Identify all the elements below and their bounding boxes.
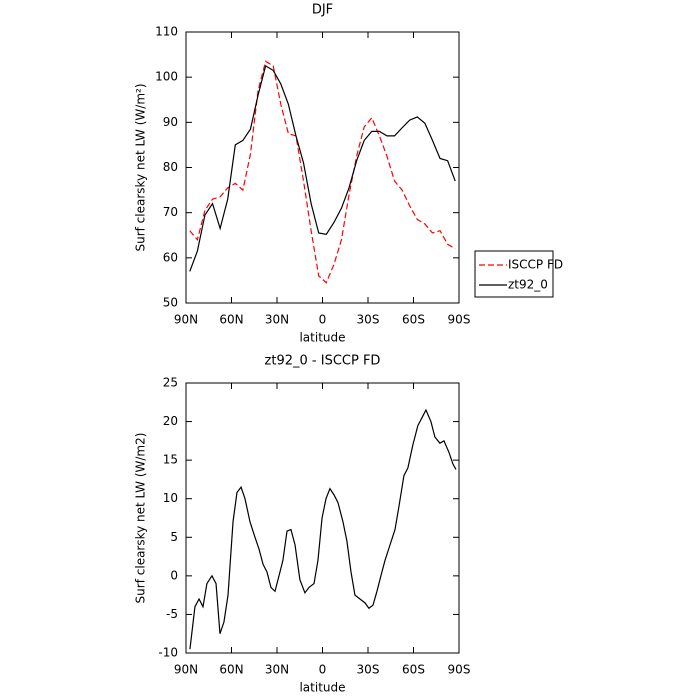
x-tick-label: 0 xyxy=(319,313,327,327)
y-tick-label: 15 xyxy=(163,453,178,467)
x-tick-label: 60S xyxy=(402,313,425,327)
y-tick-label: 50 xyxy=(163,296,178,310)
y-tick-label: 80 xyxy=(163,160,178,174)
y-axis-label: Surf clearsky net LW (W/m2) xyxy=(134,433,148,604)
x-tick-label: 30S xyxy=(357,663,380,677)
series-line xyxy=(189,408,457,650)
x-tick-label: 30S xyxy=(357,313,380,327)
y-tick-label: 110 xyxy=(155,25,178,39)
legend-label: zt92_0 xyxy=(508,278,548,292)
legend-box xyxy=(474,250,554,298)
x-axis-label: latitude xyxy=(299,331,345,345)
y-tick-label: 0 xyxy=(170,568,178,582)
x-tick-label: 60S xyxy=(402,663,425,677)
y-tick-label: 5 xyxy=(170,530,178,544)
y-tick-label: -5 xyxy=(166,607,178,621)
y-tick-label: 25 xyxy=(163,376,178,390)
y-tick-label: 70 xyxy=(163,205,178,219)
series-line xyxy=(189,64,456,272)
x-tick-label: 0 xyxy=(319,663,327,677)
y-tick-label: -10 xyxy=(158,646,178,660)
x-tick-label: 30N xyxy=(265,313,289,327)
x-tick-label: 90S xyxy=(448,663,471,677)
y-tick-label: 90 xyxy=(163,115,178,129)
x-tick-label: 30N xyxy=(265,663,289,677)
x-tick-label: 60N xyxy=(219,313,243,327)
x-tick-label: 90N xyxy=(174,663,198,677)
x-tick-label: 90N xyxy=(174,313,198,327)
y-tick-label: 20 xyxy=(163,414,178,428)
y-tick-label: 10 xyxy=(163,491,178,505)
y-tick-label: 60 xyxy=(163,250,178,264)
x-tick-label: 90S xyxy=(448,313,471,327)
y-axis-label: Surf clearsky net LW (W/m²) xyxy=(134,83,148,251)
plot-frame xyxy=(185,31,460,304)
x-axis-label: latitude xyxy=(299,681,345,695)
chart-title: DJF xyxy=(312,3,333,18)
x-tick-label: 60N xyxy=(219,663,243,677)
plot-frame xyxy=(185,382,460,654)
chart-title: zt92_0 - ISCCP FD xyxy=(265,354,381,369)
series-line xyxy=(189,60,456,284)
legend-label: ISCCP FD xyxy=(508,258,563,272)
y-tick-label: 100 xyxy=(155,70,178,84)
